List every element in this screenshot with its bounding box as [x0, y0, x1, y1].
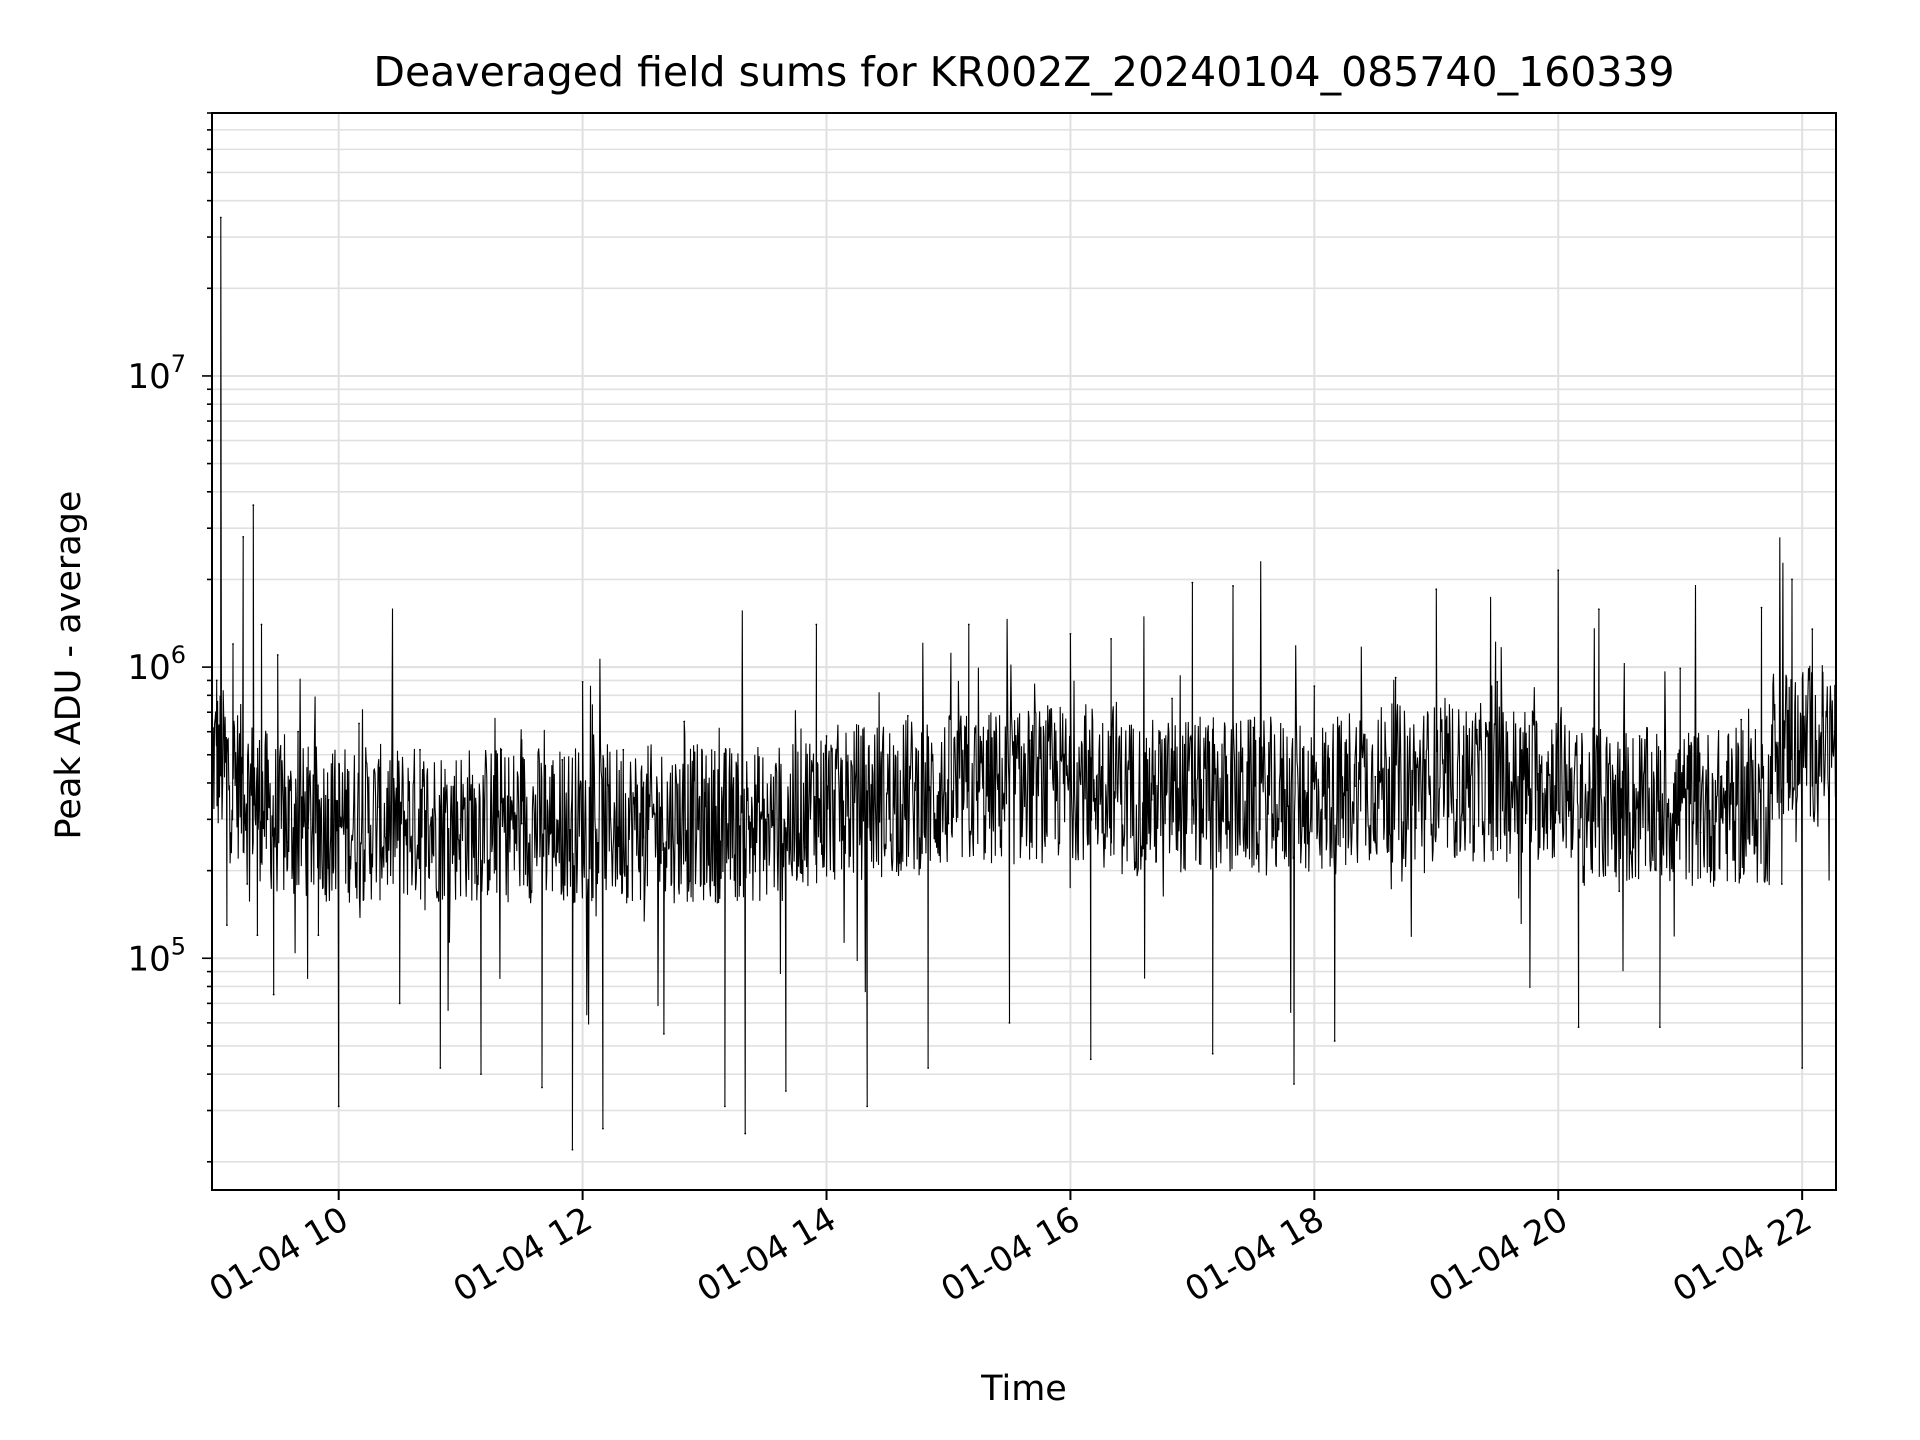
chart-title: Deaveraged field sums for KR002Z_2024010… — [373, 48, 1674, 96]
y-tick-exponent: 6 — [171, 641, 186, 669]
y-tick-label: 106 — [127, 641, 186, 688]
y-tick-exponent: 7 — [171, 350, 186, 378]
y-tick-exponent: 5 — [171, 932, 186, 960]
y-axis-title: Peak ADU - average — [49, 491, 89, 840]
plot-frame — [211, 112, 1837, 1191]
y-tick-base: 10 — [127, 357, 170, 397]
y-tick-base: 10 — [127, 939, 170, 979]
plot-area — [211, 216, 1837, 1151]
y-tick-label: 105 — [127, 932, 186, 979]
series-line — [211, 217, 1837, 1150]
x-axis-title: Time — [980, 1369, 1067, 1409]
y-tick-label: 107 — [127, 350, 186, 397]
y-tick-base: 10 — [127, 648, 170, 688]
